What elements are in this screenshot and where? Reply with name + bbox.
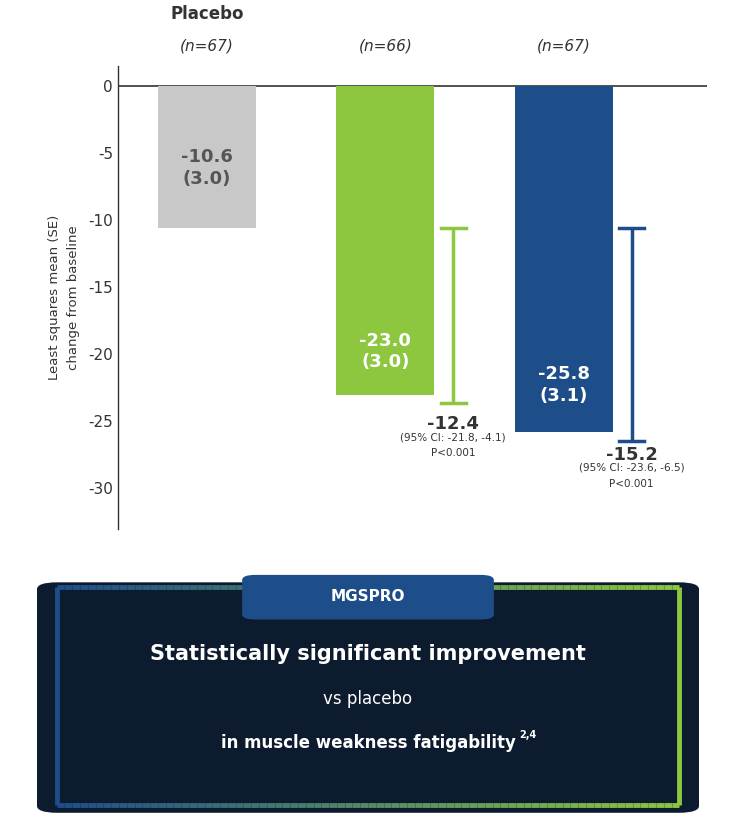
- Text: -12.4: -12.4: [428, 415, 479, 433]
- Text: 2,4: 2,4: [519, 729, 537, 740]
- Text: -15.2: -15.2: [606, 445, 657, 463]
- Text: (95% CI: -21.8, -4.1)
P<0.001: (95% CI: -21.8, -4.1) P<0.001: [400, 432, 506, 458]
- Text: -10.6: -10.6: [181, 148, 233, 166]
- Text: MGSPRO: MGSPRO: [330, 589, 406, 604]
- Bar: [514, 86, 613, 432]
- Text: vs placebo: vs placebo: [323, 690, 413, 708]
- Text: (3.0): (3.0): [183, 169, 231, 188]
- Text: -23.0: -23.0: [359, 332, 411, 350]
- Text: (95% CI: -23.6, -6.5)
P<0.001: (95% CI: -23.6, -6.5) P<0.001: [578, 463, 684, 488]
- Text: Statistically significant improvement: Statistically significant improvement: [150, 644, 586, 664]
- Text: in muscle weakness fatigability: in muscle weakness fatigability: [221, 734, 515, 752]
- Y-axis label: Least squares mean (SE)
change from baseline: Least squares mean (SE) change from base…: [48, 215, 79, 380]
- Bar: [158, 86, 256, 228]
- Text: -25.8: -25.8: [538, 365, 590, 383]
- Text: (3.0): (3.0): [361, 354, 409, 372]
- Text: (n=66): (n=66): [358, 39, 412, 54]
- Text: (3.1): (3.1): [539, 387, 588, 405]
- FancyBboxPatch shape: [242, 575, 494, 620]
- Text: Placebo: Placebo: [170, 5, 244, 23]
- Text: (n=67): (n=67): [537, 39, 591, 54]
- Text: (n=67): (n=67): [180, 39, 234, 54]
- FancyBboxPatch shape: [37, 582, 699, 813]
- Bar: [336, 86, 434, 395]
